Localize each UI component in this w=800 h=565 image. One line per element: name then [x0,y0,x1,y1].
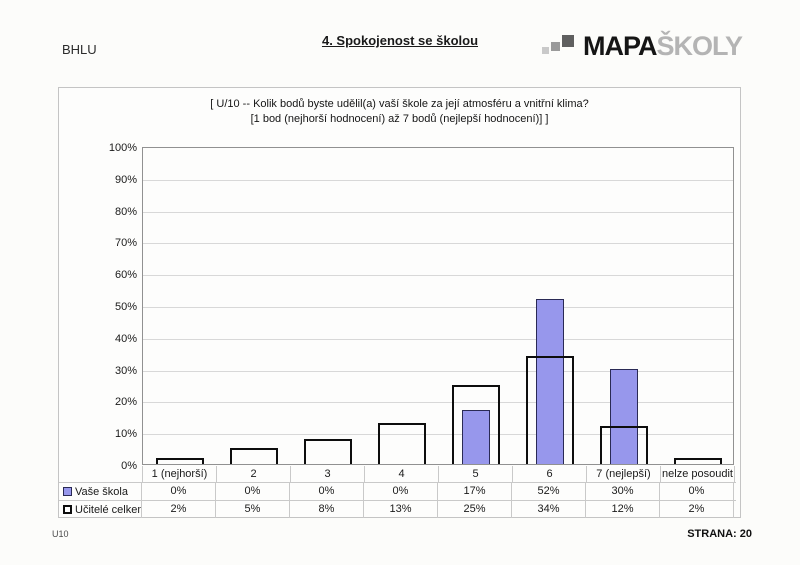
category-slot [587,148,661,464]
bar-ucitele-celkem [304,438,352,464]
category-slot [513,148,587,464]
bar-ucitele-celkem [526,355,574,464]
gridline [143,211,733,213]
section-title: 4. Spokojenost se školou [321,33,479,48]
table-cell: 0% [142,483,216,500]
category-slot [143,148,217,464]
y-axis-tick-label: 10% [114,428,137,441]
bar-ucitele-celkem [378,422,426,464]
bar-vase-skola [536,298,564,464]
legend-item: Učitelé celkem [59,501,142,518]
x-axis-category-label: 3 [291,466,365,482]
x-axis-category-row: 1 (nejhorší) 2 3 4 5 6 7 (nejlepší) nelze posou… [142,466,735,482]
gridline [143,307,733,308]
table-cell: 25% [438,501,512,518]
mapa-skoly-logo: MAPAŠKOLY [541,30,743,62]
legend-swatch-filled [63,487,72,496]
footer-question-code: U10 [52,529,69,539]
gridline [143,338,733,340]
y-axis-tick-label: 50% [114,301,137,313]
category-slot [661,148,735,464]
chart-container: [ U/10 -- Kolik bodů byste udělil(a) vaš… [58,87,741,518]
logo-text: MAPAŠKOLY [582,30,743,61]
footer-page-number: STRANA: 20 [687,528,752,540]
table-cell: 0% [216,483,290,500]
table-cell: 17% [438,483,512,500]
bar-vase-skola [462,409,490,464]
table-cell: 34% [512,501,586,518]
gridline [143,275,733,277]
chart-title-line2: [1 bod (nejhorší hodnocení) až 7 bodů (n… [250,113,549,125]
page-code: BHLU [62,42,97,57]
table-row: Vaše škola 0% 0% 0% 0% 17% 52% 30% 0% [59,482,736,500]
table-cell: 0% [290,483,364,500]
bar-ucitele-celkem [600,425,648,464]
gridline [143,243,733,245]
gridline [143,179,733,181]
table-cell: 0% [364,483,438,500]
x-axis-category-label: 1 (nejhorší) [143,466,217,482]
legend-item: Vaše škola [59,483,142,500]
table-cell: 2% [660,501,734,518]
logo-text-secondary: ŠKOLY [656,30,743,61]
table-cell: 5% [216,501,290,518]
y-axis-tick-label: 70% [114,237,137,250]
table-row: Učitelé celkem 2% 5% 8% 13% 25% 34% 12% 2% [59,500,736,518]
x-axis-category-label: 5 [439,466,513,482]
rising-squares-icon [541,34,576,58]
category-slot [291,148,365,464]
y-axis-tick-label: 30% [114,364,137,377]
gridline [143,402,733,404]
legend-swatch-outline [63,505,72,514]
table-cell: 52% [512,483,586,500]
x-axis-category-label: nelze posoudit [661,466,735,482]
table-cell: 8% [290,501,364,518]
x-axis-category-label: 6 [513,466,587,482]
y-axis-tick-label: 80% [114,205,137,218]
table-cell: 0% [660,483,734,500]
category-slot [439,148,513,464]
plot-area [142,147,734,465]
bar-ucitele-celkem [156,457,204,464]
bar-vase-skola [610,368,638,464]
bar-ucitele-celkem [674,457,722,464]
y-axis-tick-label: 20% [114,396,137,409]
legend-label: Učitelé celkem [75,503,142,516]
table-cell: 30% [586,483,660,500]
x-axis-category-label: 4 [365,466,439,482]
y-axis-tick-label: 90% [114,173,137,186]
chart-title: [ U/10 -- Kolik bodů byste udělil(a) vaš… [59,88,740,127]
table-cell: 2% [142,501,216,518]
table-cell: 12% [586,501,660,518]
gridline [143,370,733,372]
gridline [143,434,733,436]
category-slot [365,148,439,464]
y-axis-tick-label: 60% [114,269,137,282]
y-axis-tick-label: 0% [121,460,137,472]
y-axis-tick-label: 40% [114,332,137,345]
x-axis-category-label: 7 (nejlepší) [587,466,661,482]
chart-title-line1: [ U/10 -- Kolik bodů byste udělil(a) vaš… [210,98,589,110]
logo-text-primary: MAPA [582,30,657,61]
table-cell: 13% [364,501,438,518]
x-axis-category-label: 2 [217,466,291,482]
bar-ucitele-celkem [230,448,278,464]
legend-label: Vaše škola [75,485,128,498]
y-axis-tick-label: 100% [108,142,137,154]
bar-ucitele-celkem [452,384,500,464]
category-slot [217,148,291,464]
